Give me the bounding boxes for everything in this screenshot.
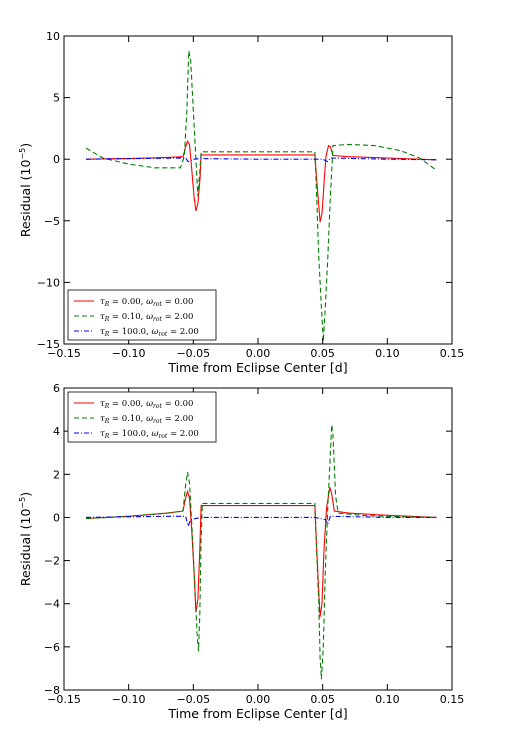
chart-2-y-tick-label: −6 <box>44 641 60 654</box>
chart-panel-top: −0.15 −0.10 −0.05 0.00 0.05 0.10 0.15 −15 −10 −5 0… <box>18 30 464 375</box>
chart-2-y-tick-label: −4 <box>44 598 60 611</box>
chart-2-y-tick-label: −2 <box>44 555 60 568</box>
chart-1-legend-tau-value: = 100.0, <box>109 327 151 337</box>
chart-1-legend-omega-sub: rot <box>153 301 162 308</box>
chart-2-legend-omega-symbol: ω <box>146 414 153 424</box>
chart-1-legend-box <box>67 289 217 341</box>
chart-2-x-tick-label: 0.00 <box>246 693 271 706</box>
chart-2-y-axis-label: Residual (10−5) <box>18 492 33 586</box>
chart-2-legend-omega-value: = 0.00 <box>162 399 193 409</box>
chart-1-y-axis-label: Residual (10−5) <box>18 143 33 237</box>
chart-1-x-tick-label: 0.10 <box>375 347 400 360</box>
chart-2-series-line-2 <box>85 424 437 680</box>
chart-1-legend-tau-sub: R <box>104 316 110 323</box>
chart-2-legend-tau-symbol: τ <box>100 399 105 409</box>
chart-1-y-tick-label: −5 <box>44 215 60 228</box>
chart-1-legend-tau-symbol: τ <box>100 297 105 307</box>
chart-1-y-tick-label: 0 <box>53 153 60 166</box>
chart-panel-bottom: −0.15 −0.10 −0.05 0.00 0.05 0.10 0.15 −8 −6 −4 −2 0… <box>18 382 464 721</box>
chart-1-legend-omega-symbol: ω <box>146 312 153 322</box>
chart-1-legend-entry-1: τR = 0.00, ωrot = 0.00 <box>100 297 193 308</box>
chart-2-legend-omega-value: = 2.00 <box>162 414 193 424</box>
chart-1-legend-omega-symbol: ω <box>146 297 153 307</box>
chart-1-legend-omega-value: = 2.00 <box>162 312 193 322</box>
chart-2-x-tick-label: 0.15 <box>440 693 465 706</box>
chart-1-legend-omega-symbol: ω <box>152 327 159 337</box>
chart-1-legend-tau-symbol: τ <box>100 327 105 337</box>
chart-2-series-line-3 <box>85 515 437 528</box>
chart-2-y-tick-label: 2 <box>53 468 60 481</box>
chart-1-legend-tau-symbol: τ <box>100 312 105 322</box>
chart-2-y-axis-label-base: Residual (10 <box>18 509 33 587</box>
chart-2-legend-omega-sub: rot <box>153 418 162 425</box>
chart-1-series-line-2 <box>85 50 437 342</box>
chart-2-series-line-1 <box>85 487 437 617</box>
chart-1-y-tick-label: −10 <box>37 276 60 289</box>
chart-2-legend-omega-value: = 2.00 <box>167 429 198 439</box>
chart-1-y-tick-label: 10 <box>46 30 60 43</box>
chart-1-legend-tau-value: = 0.10, <box>109 312 146 322</box>
chart-2-legend-tau-sub: R <box>104 403 110 410</box>
chart-2-legend-omega-symbol: ω <box>152 429 159 439</box>
chart-2-x-tick-label: −0.10 <box>112 693 146 706</box>
chart-2-legend-tau-symbol: τ <box>100 429 105 439</box>
chart-1-y-axis-label-base: Residual (10 <box>18 160 33 238</box>
chart-2-legend-entry-1: τR = 0.00, ωrot = 0.00 <box>100 399 193 410</box>
chart-1-legend-entry-2: τR = 0.10, ωrot = 2.00 <box>100 312 193 323</box>
chart-1-y-tick-label: −15 <box>37 338 60 351</box>
chart-2-legend-tau-value: = 0.10, <box>109 414 146 424</box>
chart-2-y-tick-label: −8 <box>44 684 60 697</box>
chart-1-x-tick-label: 0.15 <box>440 347 465 360</box>
chart-1-legend-tau-value: = 0.00, <box>109 297 146 307</box>
chart-1-x-tick-label: −0.10 <box>112 347 146 360</box>
chart-1-series-line-1 <box>85 140 437 223</box>
chart-2-legend-tau-sub: R <box>104 433 110 440</box>
chart-2-x-tick-label: 0.05 <box>310 693 335 706</box>
chart-2-x-axis-label: Time from Eclipse Center [d] <box>167 706 347 721</box>
chart-2-legend-tau-sub: R <box>104 418 110 425</box>
chart-2-y-tick-label: 4 <box>53 425 60 438</box>
chart-2-legend-entry-3: τR = 100.0, ωrot = 2.00 <box>100 429 199 440</box>
chart-2-legend-omega-sub: rot <box>153 403 162 410</box>
chart-2-legend-tau-value: = 0.00, <box>109 399 146 409</box>
chart-1-legend-omega-value: = 2.00 <box>167 327 198 337</box>
chart-1-x-tick-label: −0.05 <box>176 347 210 360</box>
chart-2-y-tick-label: 6 <box>53 382 60 395</box>
chart-2-legend-tau-symbol: τ <box>100 414 105 424</box>
chart-2-x-tick-label: −0.15 <box>47 693 81 706</box>
chart-1-x-tick-label: 0.00 <box>246 347 271 360</box>
chart-1-legend-entry-3: τR = 100.0, ωrot = 2.00 <box>100 327 199 338</box>
chart-1-x-axis-label: Time from Eclipse Center [d] <box>167 360 347 375</box>
chart-2-y-axis-label-close: ) <box>18 492 33 497</box>
chart-1-x-tick-label: 0.05 <box>310 347 335 360</box>
chart-2-x-tick-label: 0.10 <box>375 693 400 706</box>
chart-1-legend-tau-sub: R <box>104 331 110 338</box>
chart-1-series-group <box>85 50 437 342</box>
chart-1-y-axis-label-close: ) <box>18 143 33 148</box>
chart-1-series-line-3 <box>85 157 437 163</box>
chart-2-series-group <box>85 424 437 680</box>
chart-2-x-tick-label: −0.05 <box>176 693 210 706</box>
chart-1-x-tick-label: −0.15 <box>47 347 81 360</box>
chart-2-y-axis-label-exponent: −5 <box>18 497 27 509</box>
chart-1-legend-tau-sub: R <box>104 301 110 308</box>
chart-1-y-axis-label-exponent: −5 <box>18 148 27 160</box>
chart-1-y-tick-label: 5 <box>53 92 60 105</box>
chart-2-legend-tau-value: = 100.0, <box>109 429 151 439</box>
chart-2-legend-entry-2: τR = 0.10, ωrot = 2.00 <box>100 414 193 425</box>
chart-2-legend-omega-sub: rot <box>158 433 167 440</box>
chart-1-legend-omega-sub: rot <box>153 316 162 323</box>
chart-1-legend-omega-sub: rot <box>158 331 167 338</box>
chart-2-y-tick-label: 0 <box>53 511 60 524</box>
chart-1-legend-omega-value: = 0.00 <box>162 297 193 307</box>
chart-2-legend-omega-symbol: ω <box>146 399 153 409</box>
chart-2-legend-box <box>67 391 217 443</box>
